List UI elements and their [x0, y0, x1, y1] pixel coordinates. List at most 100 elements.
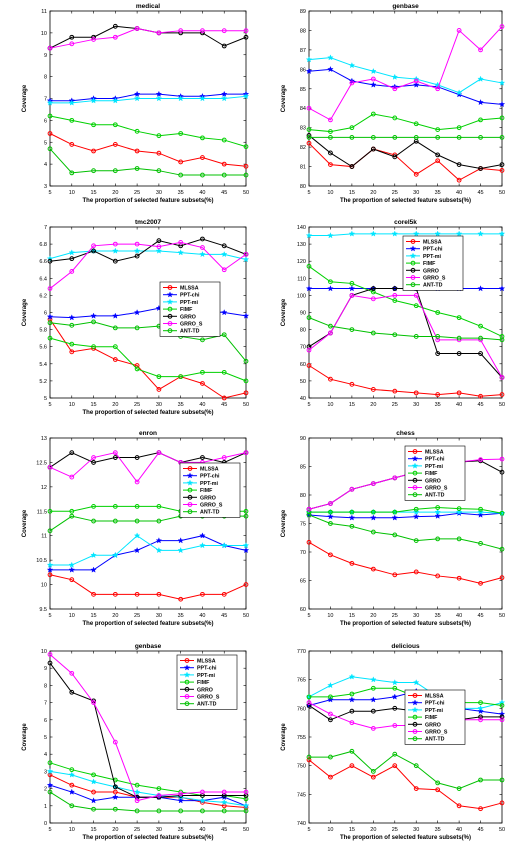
series-line: [49, 238, 247, 262]
data-point: [112, 142, 118, 147]
data-point: [478, 506, 483, 512]
data-point: [328, 521, 333, 526]
data-point: [328, 162, 333, 168]
data-point: [177, 547, 184, 554]
x-tick-label: 10: [327, 827, 333, 833]
y-tick-label: 5.2: [39, 379, 47, 385]
data-point: [456, 786, 462, 791]
legend-marker: [184, 701, 190, 707]
data-point: [199, 251, 206, 258]
data-point: [370, 146, 376, 152]
data-point: [391, 679, 398, 686]
y-axis-label: Coverage: [22, 84, 28, 112]
data-point: [456, 28, 462, 33]
data-point: [349, 720, 355, 726]
y-tick-label: 6.6: [39, 259, 47, 265]
legend-marker: [411, 462, 419, 469]
x-tick-label: 5: [48, 402, 51, 408]
data-point: [349, 125, 355, 131]
data-point: [306, 263, 312, 269]
x-tick-label: 35: [435, 190, 441, 196]
data-point: [91, 248, 96, 254]
series-ant-td: [306, 134, 505, 140]
legend-marker: [186, 472, 194, 479]
data-point: [221, 172, 227, 178]
data-point: [370, 111, 376, 117]
chart-title: enron: [139, 430, 157, 437]
legend-entry: ANT-TD: [180, 329, 200, 335]
data-point: [455, 89, 463, 96]
data-point: [392, 86, 398, 92]
series-line: [50, 535, 246, 566]
y-axis-label: Coverage: [281, 723, 287, 751]
data-point: [46, 781, 54, 788]
y-tick-label: 10: [41, 583, 47, 589]
series-mlssa: [306, 757, 505, 812]
x-tick-label: 45: [221, 190, 227, 196]
data-point: [47, 528, 53, 534]
legend-marker: [183, 664, 191, 671]
y-tick-label: 5: [44, 396, 47, 402]
y-tick-label: 5.4: [39, 362, 47, 368]
data-point: [112, 551, 119, 558]
y-tick-label: 100: [297, 293, 306, 299]
data-point: [306, 694, 312, 700]
series-line: [49, 337, 247, 382]
chart-panel-6: chess 5 10 15 20 25 30 35 40 45 50 60 65 70 75 80 85 90 Th…: [281, 430, 506, 627]
x-tick-label: 35: [178, 190, 184, 196]
chart-title: genbase: [135, 643, 162, 650]
legend-marker: [184, 658, 190, 663]
data-point: [413, 78, 419, 84]
legend-marker: [410, 275, 416, 280]
data-point: [134, 504, 140, 509]
plot-area: [308, 10, 503, 187]
data-point: [370, 529, 376, 535]
data-point: [478, 777, 483, 783]
legend-entry: MLSSA: [423, 240, 442, 246]
data-point: [306, 363, 312, 368]
legend-entry: GRRO_S: [197, 695, 220, 701]
data-point: [47, 335, 53, 341]
series-fimf: [306, 111, 505, 134]
data-point: [112, 247, 119, 254]
x-tick-label: 45: [221, 613, 227, 619]
y-tick-label: 75: [300, 522, 306, 528]
legend-entry: MLSSA: [200, 467, 219, 473]
data-point: [91, 772, 96, 778]
data-point: [499, 717, 505, 723]
x-tick-label: 15: [349, 190, 355, 196]
data-point: [392, 509, 398, 515]
x-tick-label: 40: [456, 190, 462, 196]
legend-entry: MLSSA: [425, 694, 444, 700]
y-tick-label: 60: [300, 607, 306, 613]
data-point: [112, 793, 119, 800]
legend-entry: FIMF: [425, 715, 438, 721]
data-point: [477, 230, 484, 237]
y-tick-label: 90: [300, 311, 306, 317]
data-point: [47, 789, 53, 795]
data-point: [306, 315, 312, 321]
data-point: [46, 768, 54, 775]
data-point: [46, 566, 54, 573]
data-point: [435, 505, 441, 510]
x-tick-label: 40: [199, 402, 205, 408]
data-point: [200, 369, 205, 375]
data-point: [68, 99, 75, 106]
x-tick-label: 35: [435, 613, 441, 619]
x-tick-label: 40: [199, 190, 205, 196]
data-point: [349, 381, 355, 387]
y-axis-label: Coverage: [22, 509, 28, 537]
x-tick-label: 15: [90, 402, 96, 408]
x-tick-label: 20: [112, 613, 118, 619]
legend-entry: FIMF: [423, 261, 436, 267]
legend-marker: [187, 509, 193, 515]
x-tick-label: 50: [243, 827, 249, 833]
legend-entry: PPT-mi: [425, 464, 443, 470]
data-point: [133, 788, 141, 795]
data-point: [200, 591, 205, 597]
legend-entry: ANT-TD: [197, 702, 217, 708]
data-point: [455, 230, 463, 237]
data-point: [243, 172, 249, 178]
legend-marker: [166, 291, 174, 298]
series-line: [49, 791, 246, 812]
